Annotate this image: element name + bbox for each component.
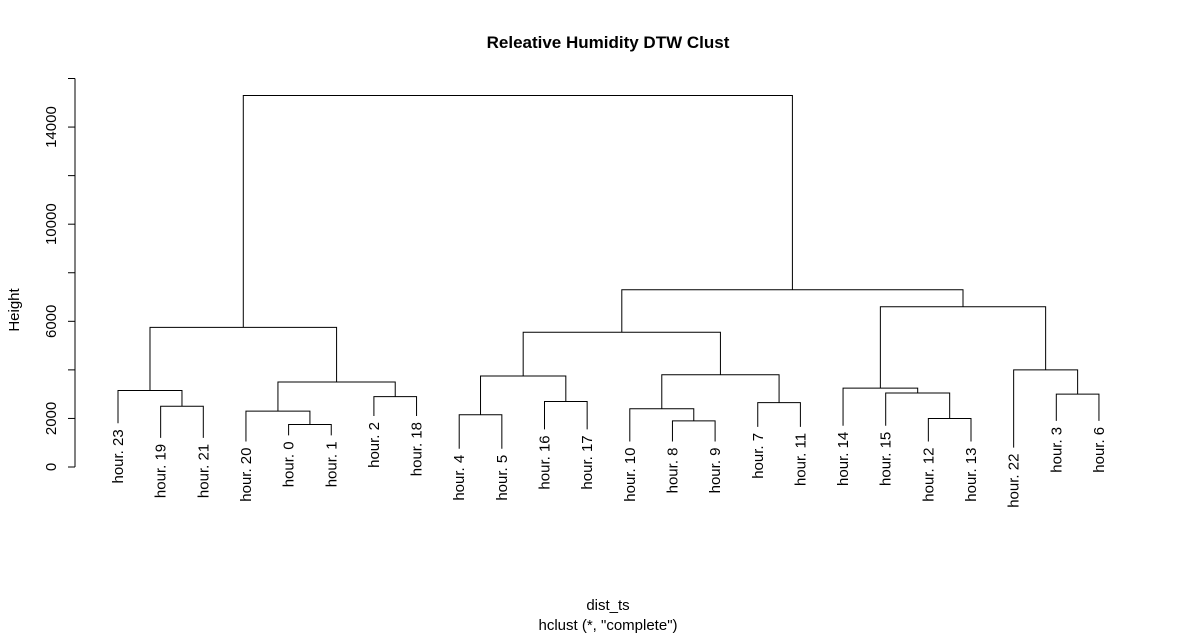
dendrogram-branch [1013,369,1079,448]
leaf-label: hour. 16 [537,435,554,489]
y-tick-label: 2000 [43,402,60,435]
dendrogram-branch [288,424,332,436]
dendrogram-branch [629,408,695,442]
x-axis-sublabel: hclust (*, "complete") [538,617,677,634]
dendrogram-branch [458,414,503,449]
leaf-label: hour. 10 [622,448,639,502]
dendrogram-branch [242,95,793,328]
dendrogram-branch [661,374,780,409]
y-tick-label: 10000 [43,203,60,245]
y-axis: 0 2000 6000 10000 14000 [43,78,76,471]
leaf-label: hour. 12 [920,448,937,502]
dendrogram-branch [885,392,951,426]
leaf-label: hour. 1 [323,441,340,487]
leaf-label: hour. 0 [281,441,298,487]
chart-title: Releative Humidity DTW Clust [487,33,730,52]
dendrogram-branch [842,387,919,426]
leaf-label: hour. 5 [494,455,511,501]
leaf-label: hour. 2 [366,422,383,468]
y-tick-label: 14000 [43,106,60,148]
leaf-label: hour. 21 [195,444,212,498]
leaf-label: hour. 17 [579,435,596,489]
dendrogram-branch [522,331,721,376]
dendrogram-branch [671,420,716,442]
y-tick-label: 0 [43,463,60,471]
leaf-label: hour. 20 [238,448,255,502]
leaf-label: hour. 9 [707,448,724,494]
dendrogram-branch [480,375,567,415]
leaf-label: hour. 23 [110,429,127,483]
leaf-label: hour. 11 [792,433,809,486]
dendrogram-branch [927,417,972,442]
leaf-labels: hour. 23 hour. 19 hour. 21 hour. 20 hour. 0 h… [110,422,1108,508]
dendrogram-branch [149,326,338,391]
dendrogram-branches [117,95,1100,449]
dendrogram-branch [757,402,801,427]
leaf-label: hour. 6 [1091,427,1108,473]
leaf-label: hour. 15 [878,432,895,486]
leaf-label: hour. 8 [664,448,681,494]
dendrogram-branch [117,390,183,424]
y-tick-label: 6000 [43,305,60,338]
leaf-label: hour. 14 [835,432,852,486]
dendrogram-branch [879,306,1047,389]
dendrogram-branch [621,289,964,333]
x-axis-label: dist_ts [586,597,629,614]
dendrogram-branch [245,410,311,442]
leaf-label: hour. 3 [1048,427,1065,473]
dendrogram-branch [544,400,588,430]
leaf-label: hour. 18 [409,422,426,476]
leaf-label: hour. 13 [963,448,980,502]
dendrogram-branch [373,396,418,417]
dendrogram-branch [1055,393,1100,421]
leaf-label: hour. 7 [750,433,767,479]
leaf-label: hour. 22 [1006,454,1023,508]
dendrogram-branch [160,405,204,438]
leaf-label: hour. 19 [153,444,170,498]
leaf-label: hour. 4 [451,455,468,501]
y-axis-label: Height [6,287,23,331]
